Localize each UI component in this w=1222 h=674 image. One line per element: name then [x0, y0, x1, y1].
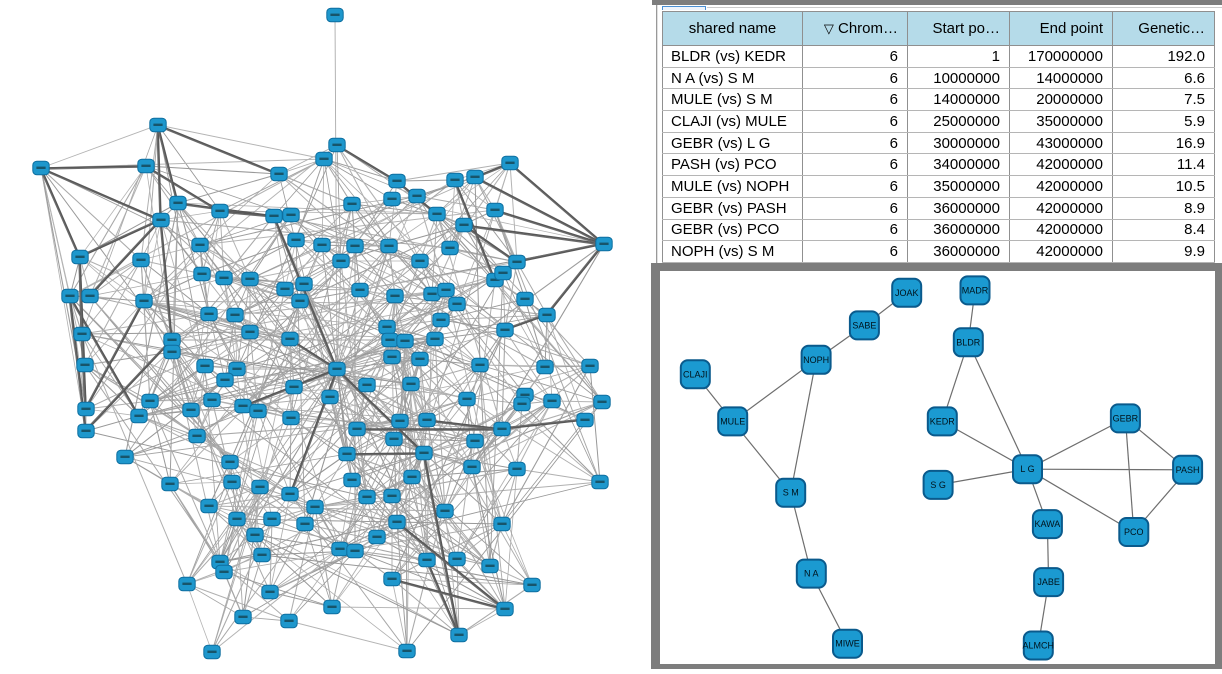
- svg-text:SABE: SABE: [852, 320, 876, 330]
- svg-text:KEDR: KEDR: [930, 416, 956, 426]
- svg-text:S G: S G: [930, 480, 946, 490]
- svg-text:N A: N A: [804, 569, 819, 579]
- svg-text:BLDR: BLDR: [956, 337, 981, 347]
- svg-text:MULE: MULE: [720, 416, 745, 426]
- svg-text:CLAJI: CLAJI: [683, 369, 708, 379]
- svg-text:KAWA: KAWA: [1034, 519, 1060, 529]
- svg-text:GEBR: GEBR: [1113, 413, 1139, 423]
- svg-text:JABE: JABE: [1037, 577, 1060, 587]
- svg-text:PCO: PCO: [1124, 527, 1144, 537]
- svg-text:L G: L G: [1020, 464, 1034, 474]
- svg-text:PASH: PASH: [1176, 465, 1200, 475]
- svg-text:MADR: MADR: [962, 285, 989, 295]
- svg-text:ALMCH: ALMCH: [1023, 641, 1055, 651]
- svg-text:MIWE: MIWE: [835, 639, 860, 649]
- svg-text:JOAK: JOAK: [895, 288, 919, 298]
- svg-text:S M: S M: [783, 488, 799, 498]
- svg-text:NOPH: NOPH: [803, 355, 829, 365]
